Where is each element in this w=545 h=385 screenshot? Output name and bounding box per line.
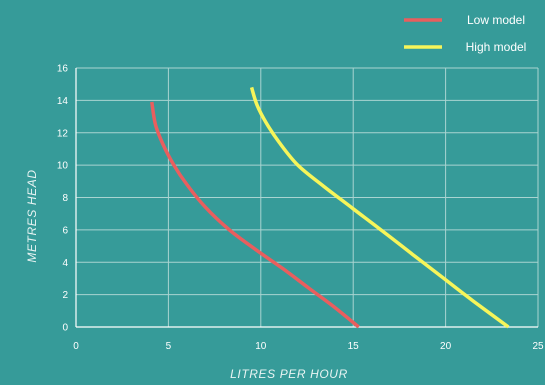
y-tick-label-0: 0 xyxy=(62,323,68,334)
x-tick-label-10: 10 xyxy=(255,341,267,352)
y-tick-label-10: 10 xyxy=(57,161,69,172)
y-tick-label-6: 6 xyxy=(62,225,68,236)
legend-label-high-model: High model xyxy=(466,40,527,54)
y-tick-label-16: 16 xyxy=(57,64,69,75)
series-lines xyxy=(150,86,510,329)
x-tick-label-15: 15 xyxy=(348,341,360,352)
series-line-low-model xyxy=(150,101,360,329)
y-tick-label-12: 12 xyxy=(57,128,69,139)
y-tick-label-2: 2 xyxy=(62,290,68,301)
tick-labels: 0 2 4 6 8 10 12 14 16 0 5 10 15 20 25 xyxy=(57,64,544,353)
y-tick-label-14: 14 xyxy=(57,96,69,107)
x-tick-label-5: 5 xyxy=(166,341,172,352)
y-tick-label-4: 4 xyxy=(62,258,68,269)
grid xyxy=(76,67,539,327)
y-axis-title: METRES HEAD xyxy=(25,169,39,262)
x-tick-label-20: 20 xyxy=(440,341,452,352)
legend-label-low-model: Low model xyxy=(467,13,525,27)
axes xyxy=(75,68,538,328)
x-axis-title: LITRES PER HOUR xyxy=(230,367,348,381)
legend: Low model High model xyxy=(404,13,526,54)
series-line-high-model xyxy=(249,86,510,329)
y-tick-label-8: 8 xyxy=(62,193,68,204)
x-tick-label-25: 25 xyxy=(532,341,544,352)
x-tick-label-0: 0 xyxy=(73,341,79,352)
